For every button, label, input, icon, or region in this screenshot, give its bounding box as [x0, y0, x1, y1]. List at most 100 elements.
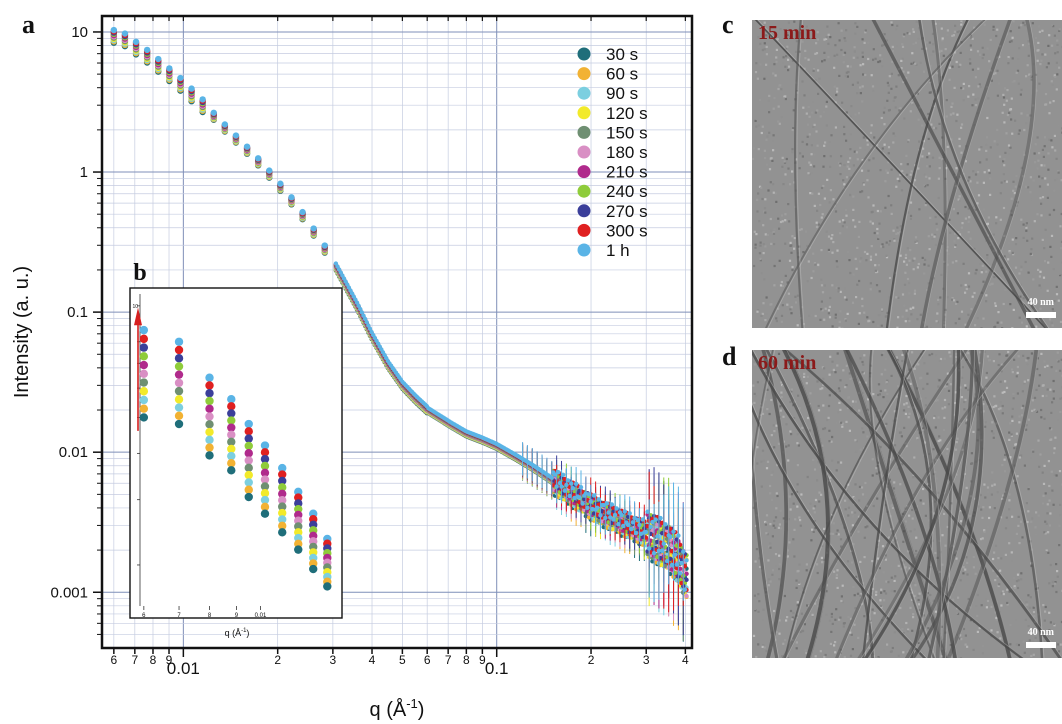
tem-grain — [960, 23, 963, 26]
tem-grain — [1046, 289, 1049, 292]
tem-grain — [968, 58, 972, 61]
tem-grain — [1013, 80, 1016, 83]
tem-grain — [948, 597, 951, 600]
tem-grain — [780, 88, 783, 91]
tem-grain — [1019, 295, 1022, 298]
tem-grain — [926, 156, 929, 159]
tem-grain — [769, 303, 772, 306]
tem-grain — [1020, 88, 1023, 91]
tem-grain — [756, 46, 759, 49]
tem-grain — [945, 249, 948, 252]
data-point — [359, 310, 365, 315]
tem-grain — [833, 644, 836, 647]
inset-data-point — [260, 509, 270, 518]
tem-grain — [1011, 515, 1014, 518]
tem-grain — [840, 48, 843, 52]
tem-grain — [1020, 24, 1023, 27]
tem-grain — [772, 149, 775, 152]
tem-grain — [894, 134, 897, 137]
tem-grain — [925, 325, 929, 328]
tem-grain — [825, 37, 828, 40]
tem-grain — [828, 250, 831, 253]
tem-grain — [971, 68, 974, 71]
tem-grain — [798, 50, 801, 53]
tem-grain — [956, 300, 959, 303]
data-point — [653, 517, 658, 522]
tem-grain — [976, 181, 979, 184]
data-point — [595, 505, 600, 511]
tem-grain — [1050, 255, 1053, 258]
tem-grain — [858, 381, 861, 384]
inset-data-point — [260, 495, 270, 505]
tem-grain — [1035, 583, 1038, 586]
tem-grain — [1038, 152, 1041, 155]
tem-grain — [930, 142, 933, 145]
tem-grain — [1016, 201, 1019, 204]
tem-grain — [1052, 100, 1055, 103]
tem-grain — [992, 25, 995, 28]
inset-data-point — [294, 522, 303, 531]
tem-grain — [1010, 40, 1013, 43]
tem-grain — [893, 239, 896, 242]
tem-grain — [956, 113, 959, 116]
tem-grain — [986, 222, 989, 225]
tem-grain — [906, 163, 909, 166]
tem-grain — [866, 525, 869, 528]
tem-grain — [810, 276, 813, 280]
tem-grain — [906, 277, 910, 281]
tem-grain — [767, 99, 770, 102]
tem-grain — [856, 246, 859, 249]
inset-data-point — [294, 510, 303, 520]
tem-grain — [1027, 40, 1030, 43]
tem-grain — [861, 297, 864, 300]
tem-grain — [901, 169, 904, 173]
tem-grain — [931, 500, 934, 503]
inset-data-point — [294, 539, 303, 549]
tem-grain — [946, 34, 949, 37]
inset-data-point — [227, 437, 236, 447]
tem-grain — [932, 43, 935, 46]
tem-grain — [909, 249, 912, 252]
tem-grain — [967, 313, 970, 316]
tem-grain — [1059, 274, 1062, 277]
tem-grain — [1038, 30, 1041, 33]
tem-grain — [864, 496, 867, 499]
tem-grain — [1051, 308, 1054, 311]
tem-grain — [757, 148, 760, 151]
inset-data-point — [260, 441, 270, 450]
tem-grain — [834, 44, 837, 47]
x-tick-label: 2 — [274, 653, 281, 667]
data-point — [645, 509, 650, 514]
tem-grain — [775, 60, 778, 63]
tem-grain — [790, 161, 793, 164]
tem-grain — [1025, 229, 1028, 232]
data-point — [635, 517, 641, 523]
tem-grain — [1020, 321, 1024, 324]
tem-grain — [772, 107, 775, 110]
tem-grain — [823, 284, 826, 287]
tem-grain — [941, 407, 944, 410]
tem-grain — [977, 85, 980, 88]
tem-grain — [953, 30, 956, 33]
tem-fibril-edge — [934, 20, 948, 328]
legend-marker — [577, 184, 591, 198]
inset-data-point — [174, 378, 184, 388]
inset-x-tick-label: 8 — [208, 613, 212, 619]
tem-grain — [770, 242, 773, 245]
tem-grain — [916, 318, 919, 321]
tem-grain — [805, 651, 808, 655]
tem-grain — [985, 300, 988, 303]
tem-grain — [1045, 103, 1048, 106]
tem-grain — [937, 177, 940, 180]
tem-grain — [1008, 40, 1012, 43]
tem-grain — [755, 117, 758, 120]
tem-grain — [839, 232, 842, 235]
tem-grain — [1060, 620, 1062, 624]
tem-grain — [954, 24, 957, 27]
tem-grain — [916, 240, 919, 243]
tem-grain — [1044, 93, 1048, 96]
tem-grain — [843, 133, 846, 136]
tem-grain — [1058, 272, 1061, 275]
tem-grain — [974, 98, 977, 101]
tem-grain — [880, 116, 883, 120]
